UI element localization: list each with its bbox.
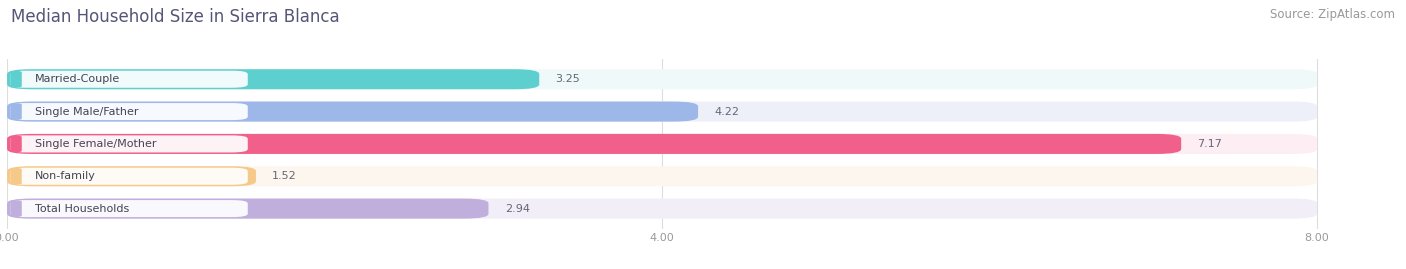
Text: Single Female/Mother: Single Female/Mother [35,139,156,149]
Text: 1.52: 1.52 [273,171,297,181]
FancyBboxPatch shape [7,102,1317,122]
FancyBboxPatch shape [7,199,488,219]
Text: Median Household Size in Sierra Blanca: Median Household Size in Sierra Blanca [11,8,340,26]
Text: Non-family: Non-family [35,171,96,181]
FancyBboxPatch shape [7,134,1181,154]
FancyBboxPatch shape [10,103,247,120]
FancyBboxPatch shape [10,168,247,185]
FancyBboxPatch shape [10,103,21,120]
Text: Married-Couple: Married-Couple [35,74,120,84]
Text: Total Households: Total Households [35,204,129,214]
FancyBboxPatch shape [10,200,247,217]
Text: 4.22: 4.22 [714,107,740,116]
FancyBboxPatch shape [7,166,1317,186]
FancyBboxPatch shape [10,135,21,153]
Text: 7.17: 7.17 [1198,139,1222,149]
FancyBboxPatch shape [7,102,699,122]
Text: 2.94: 2.94 [505,204,530,214]
Text: Source: ZipAtlas.com: Source: ZipAtlas.com [1270,8,1395,21]
FancyBboxPatch shape [10,200,21,217]
Text: Single Male/Father: Single Male/Father [35,107,138,116]
FancyBboxPatch shape [7,69,1317,89]
FancyBboxPatch shape [7,134,1317,154]
FancyBboxPatch shape [7,199,1317,219]
FancyBboxPatch shape [10,135,247,153]
FancyBboxPatch shape [10,71,247,88]
FancyBboxPatch shape [10,71,21,88]
FancyBboxPatch shape [7,166,256,186]
FancyBboxPatch shape [7,69,540,89]
FancyBboxPatch shape [10,168,21,185]
Text: 3.25: 3.25 [555,74,581,84]
